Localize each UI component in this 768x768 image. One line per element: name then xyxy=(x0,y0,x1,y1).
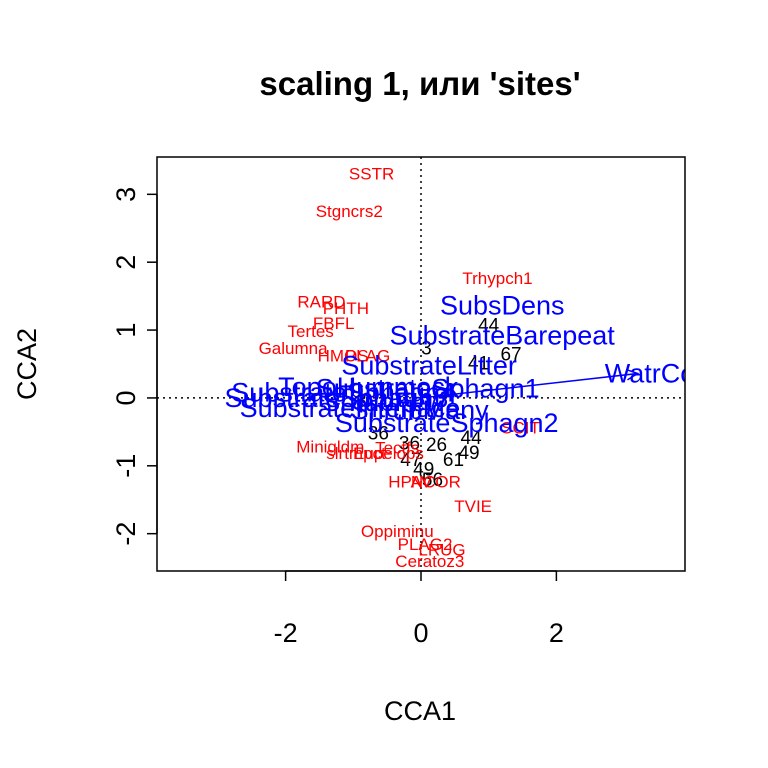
site-label: 41 xyxy=(468,354,489,375)
y-tick-label: -1 xyxy=(111,454,141,478)
y-axis-label: CCA2 xyxy=(12,328,42,400)
chart-title: scaling 1, или 'sites' xyxy=(259,65,580,102)
species-label: Ceratoz3 xyxy=(395,552,464,571)
y-tick-label: 1 xyxy=(111,323,141,338)
env-label: SubstrateSphagn4 xyxy=(231,378,455,408)
env-arrowhead xyxy=(626,368,640,381)
env-label: WatrCont xyxy=(605,359,719,389)
site-label: 3 xyxy=(421,339,432,360)
species-label: HMOS xyxy=(318,346,369,365)
plot-frame xyxy=(156,156,686,572)
species-label: HPAV xyxy=(388,473,432,492)
env-arrow xyxy=(420,372,638,399)
site-label: 44 xyxy=(461,428,483,449)
site-label: 44 xyxy=(478,315,500,336)
species-label: Eupelops xyxy=(353,444,424,463)
species-label: Trhypch1 xyxy=(462,269,532,288)
site-label: 26 xyxy=(426,435,447,456)
env-label: SubstrateBarepeat xyxy=(390,320,616,350)
site-label: 47 xyxy=(400,450,421,471)
species-label: Galumna xyxy=(259,339,329,358)
env-label: SubstrateSphagn2 xyxy=(335,408,559,438)
env-label: SubstrateLitter xyxy=(341,350,517,380)
site-label: 56 xyxy=(422,470,443,491)
species-label: SCIT xyxy=(501,418,540,437)
env-label: SubstrateSphagn3 xyxy=(225,383,449,413)
env-label: ShrubFew xyxy=(322,387,446,417)
env-label: SubsDens xyxy=(440,291,565,321)
site-label: 61 xyxy=(443,450,464,471)
y-tick-label: 3 xyxy=(111,187,141,202)
site-label: 36 xyxy=(368,423,389,444)
y-tick-label: 2 xyxy=(111,255,141,270)
x-tick-label: 2 xyxy=(549,618,564,648)
species-label: RARD xyxy=(297,293,345,312)
species-label: LRUG xyxy=(418,540,465,559)
site-label: 49 xyxy=(458,443,479,464)
y-tick-label: 0 xyxy=(111,390,141,405)
x-axis-label: CCA1 xyxy=(384,696,456,726)
species-label: TVIE xyxy=(454,497,492,516)
species-label: PHTH xyxy=(323,299,369,318)
species-label: Oppiminu xyxy=(361,522,434,541)
site-label: 49 xyxy=(413,459,434,480)
site-label: 3 xyxy=(356,391,367,412)
site-label: 36 xyxy=(399,434,420,455)
y-tick-label: -2 xyxy=(111,522,141,546)
species-label: Tertes xyxy=(288,322,334,341)
x-tick-label: -2 xyxy=(274,618,298,648)
species-label: NCOR xyxy=(411,473,461,492)
env-label: ShrubMany xyxy=(351,395,490,425)
species-label: Tectfs xyxy=(375,439,419,458)
env-label: TopoHummock xyxy=(278,372,459,402)
site-label: 67 xyxy=(500,345,521,366)
species-label: Stgncrs2 xyxy=(316,202,383,221)
env-label: SubstrateSphagn1 xyxy=(316,373,540,403)
species-label: PLAG2 xyxy=(398,535,453,554)
species-label: SSTR xyxy=(349,164,394,183)
species-label: Minigldm xyxy=(296,437,364,456)
x-tick-label: 0 xyxy=(413,618,428,648)
env-label: SubstrateInterface xyxy=(240,393,461,423)
species-label: slrtmpct xyxy=(326,444,386,463)
species-label: PLAG xyxy=(345,346,390,365)
species-label: FBFL xyxy=(313,314,355,333)
